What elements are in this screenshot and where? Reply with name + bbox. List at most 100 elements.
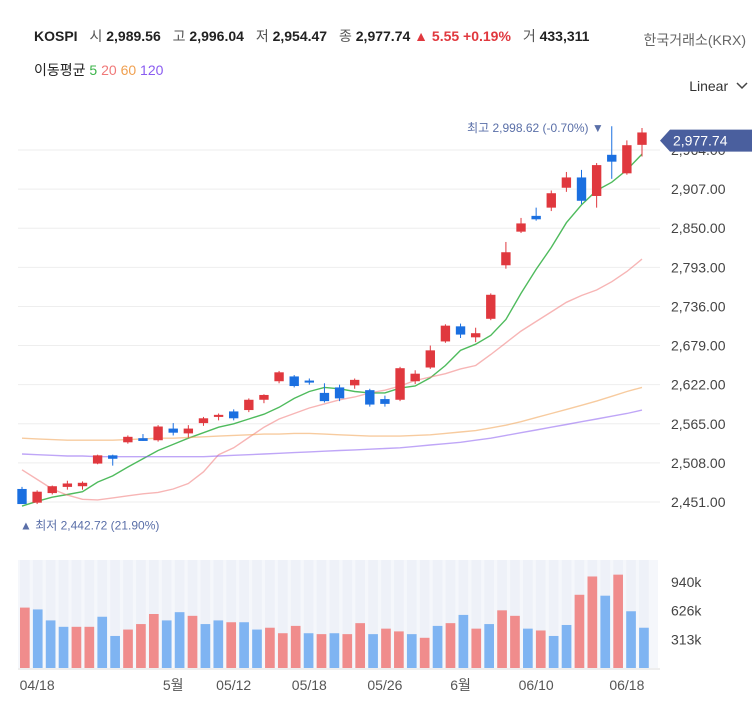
x-tick-label: 05/18	[292, 677, 327, 693]
y-tick-label: 2,736.00	[671, 298, 726, 314]
candle	[229, 409, 239, 421]
y-tick-label: 2,508.00	[671, 455, 726, 471]
y-tick-label: 2,850.00	[671, 220, 726, 236]
candle-body	[607, 154, 617, 162]
candle-body	[168, 428, 178, 433]
ma-legend-item[interactable]: 60	[116, 62, 137, 78]
y-tick-label: 2,964.00	[671, 142, 726, 158]
volume-stripe	[548, 560, 559, 668]
ma-legend-item[interactable]: 5	[89, 62, 98, 78]
candle	[349, 378, 360, 389]
high-label: 고	[172, 28, 186, 44]
candle	[334, 384, 345, 402]
candle-body	[244, 399, 254, 411]
candle-body	[259, 394, 269, 400]
volume-bar	[174, 612, 185, 668]
candle	[410, 370, 420, 384]
candle	[561, 171, 572, 192]
open-label: 시	[89, 28, 103, 44]
volume-stripe	[355, 560, 366, 668]
volume-stripe	[600, 560, 611, 668]
volume-title: 거래량 433,311	[34, 562, 126, 582]
candle	[259, 394, 269, 404]
candle-body	[486, 294, 496, 319]
change-value: ▲ 5.55	[414, 28, 460, 44]
close-label: 종	[338, 28, 352, 44]
x-tick-label: 06/18	[609, 677, 644, 693]
volume-value: 433,311	[539, 28, 590, 44]
volume-bar	[71, 626, 82, 668]
volume-title-value: 433,311	[76, 564, 127, 580]
candle	[138, 434, 148, 441]
candle	[17, 486, 27, 505]
candle	[213, 413, 224, 421]
volume-stripe	[213, 560, 224, 668]
volume-bar	[561, 624, 572, 668]
volume-bar	[84, 626, 95, 668]
volume-bar	[445, 623, 456, 668]
volume-stripe	[342, 560, 353, 668]
volume-bar	[290, 625, 301, 668]
candle-body	[289, 376, 299, 387]
volume-stripe	[471, 560, 482, 668]
volume-stripe	[316, 560, 327, 668]
scale-label: Linear	[689, 78, 729, 94]
volume-bar	[303, 633, 314, 668]
candle-body	[229, 411, 239, 419]
volume-stripe	[510, 560, 520, 668]
volume-bar	[406, 634, 417, 668]
candle-body	[17, 488, 27, 505]
candle	[319, 383, 330, 403]
volume-bar	[252, 629, 262, 668]
volume-stripe	[174, 560, 185, 668]
volume-stripe	[381, 560, 391, 668]
volume-bar	[394, 631, 404, 668]
x-tick-label: 05/26	[367, 677, 402, 693]
volume-bar	[97, 616, 108, 668]
ma-legend-item[interactable]: 20	[97, 62, 117, 78]
open-value: 2,989.56	[106, 28, 161, 44]
close-value: 2,977.74	[355, 28, 411, 44]
volume-stripe	[613, 560, 623, 668]
volume-bar	[381, 628, 391, 668]
ma-legend-label: 이동평균	[34, 62, 86, 78]
volume-bar	[213, 620, 224, 668]
candle-body	[62, 483, 73, 487]
volume-bar	[510, 615, 520, 668]
candle-body	[501, 252, 511, 266]
volume-bar	[45, 620, 56, 668]
candle	[274, 370, 284, 384]
candle-body	[349, 379, 360, 386]
volume-stripe	[574, 560, 585, 668]
symbol: KOSPI	[34, 28, 78, 44]
volume-tick-label: 626k	[671, 603, 702, 619]
x-tick-label: 5월	[163, 677, 184, 693]
candle	[637, 128, 647, 157]
volume-label: 거	[522, 28, 536, 44]
volume-stripe	[239, 560, 249, 668]
max-annotation: 최고 2,998.62 (-0.70%) ▼	[467, 121, 604, 135]
ma-legend-item[interactable]: 120	[136, 62, 164, 78]
ma-line-ma120	[21, 409, 643, 458]
candle	[380, 395, 390, 407]
volume-stripe	[535, 560, 546, 668]
data-source: 한국거래소(KRX)	[643, 32, 746, 48]
candle-body	[77, 482, 88, 487]
candle	[576, 169, 587, 205]
volume-bar	[161, 620, 172, 668]
x-tick-label: 06/10	[519, 677, 554, 693]
candle-body	[637, 132, 647, 145]
min-annotation: ▲ 최저 2,442.72 (21.90%)	[20, 519, 159, 533]
volume-bar	[239, 622, 249, 668]
candle-body	[561, 177, 572, 188]
volume-title-label: 거래량	[34, 564, 73, 580]
volume-stripe	[432, 560, 443, 668]
volume-bar	[613, 574, 623, 668]
candle-body	[470, 333, 481, 338]
volume-stripe	[277, 560, 288, 668]
chevron-down-icon	[736, 82, 748, 90]
volume-bar	[523, 628, 533, 668]
scale-dropdown[interactable]: Linear	[689, 78, 748, 94]
candle	[62, 480, 73, 490]
